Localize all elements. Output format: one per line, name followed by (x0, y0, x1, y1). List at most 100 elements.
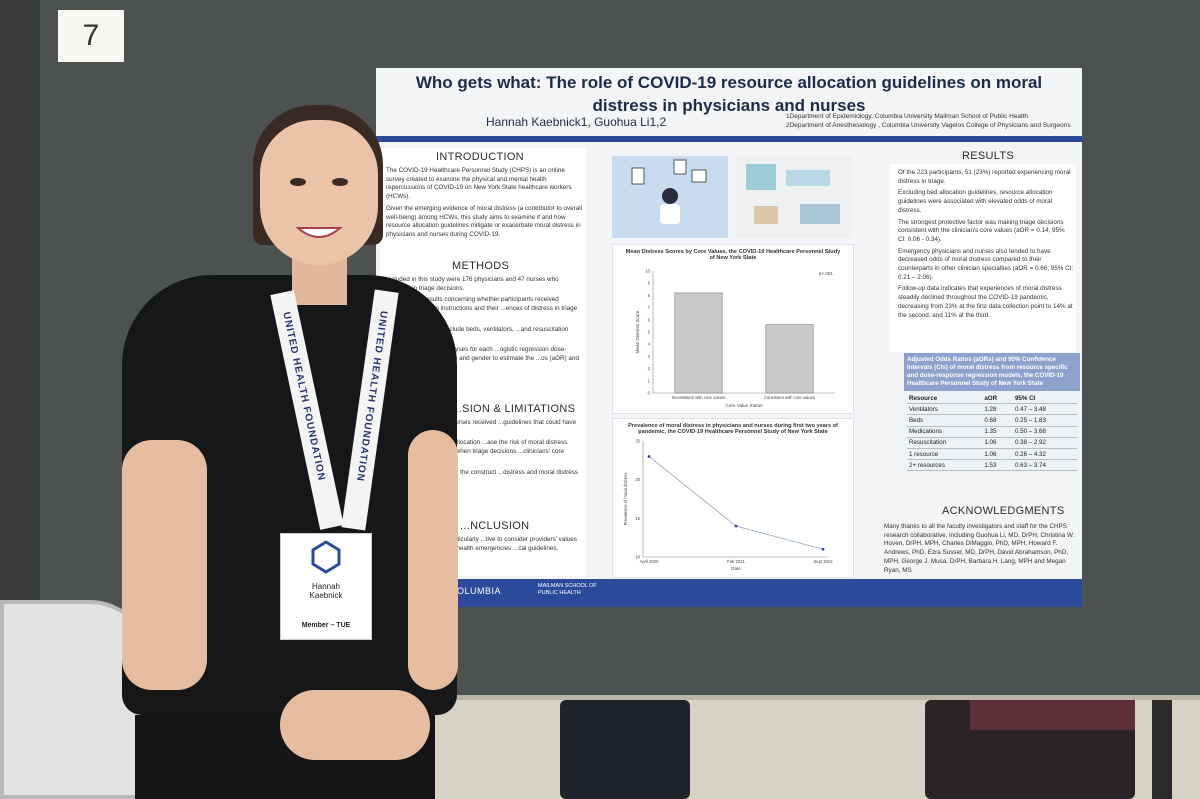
x-tick-label: Feb 2021 (727, 559, 745, 564)
intro-bullet: The COVID-19 Healthcare Personnel Study … (386, 167, 572, 201)
table: Resource aOR 95% CI Ventilators 1.28 0.47 … (907, 393, 1077, 472)
person-right-arm (408, 430, 458, 690)
table-cell: 0.38 – 2.92 (1012, 437, 1077, 449)
table-cell: 1 resource (907, 448, 983, 461)
table-row: 1 resource 1.06 0.26 – 4.32 (907, 448, 1077, 461)
table-cell: 1.35 (982, 426, 1013, 438)
person-face (260, 120, 378, 265)
table-cell: 0.68 (982, 414, 1013, 427)
illustration-art (631, 159, 707, 224)
table-row: Ventilators 1.28 0.47 – 3.48 (907, 403, 1077, 416)
y-tick-label: 4 (648, 342, 651, 347)
y-tick-label: 6 (648, 317, 651, 322)
column-header: 95% CI (1012, 393, 1077, 405)
results-bullet: Emergency physicians and nurses also ten… (898, 247, 1074, 281)
badge-logo-icon (311, 540, 341, 574)
y-tick-label: 20 (635, 477, 640, 482)
y-tick-label: 15 (635, 516, 640, 521)
face-features (290, 178, 348, 238)
table-cell: 0.47 – 3.48 (1012, 403, 1077, 416)
table-caption: Adjusted Odds Ratios (aORs) and 95% Conf… (904, 353, 1080, 391)
y-axis-label: Prevalence of moral distress (623, 473, 628, 526)
table-header-row: Resource aOR 95% CI (907, 393, 1077, 405)
table-cell: Beds (907, 414, 983, 427)
table-cell: 0.25 – 1.83 (1012, 414, 1077, 427)
passerby-legs (560, 700, 690, 799)
table-cell: 1.06 (982, 437, 1013, 449)
affiliation-1: 1Department of Epidemiology, Columbia Un… (786, 113, 1028, 120)
table-row: 2+ resources 1.53 0.63 – 3.74 (907, 459, 1077, 472)
column-header: Resource (907, 393, 983, 405)
y-tick-label: 10 (635, 555, 640, 560)
title-rule (376, 136, 1082, 142)
x-tick-label: Sept 2022 (813, 559, 833, 564)
person-left-arm (122, 440, 207, 690)
results-box (890, 164, 1076, 352)
y-tick-label: 0 (648, 391, 651, 396)
table-cell: Medications (907, 426, 983, 438)
table-row: Beds 0.68 0.25 – 1.83 (907, 414, 1077, 427)
bar-chart-title: Mean Distress Scores by Core Values, the… (625, 249, 841, 261)
board-pole (1152, 700, 1172, 799)
series-line (648, 456, 824, 550)
booth-number-card: 7 (58, 10, 124, 62)
column-header: aOR (982, 393, 1013, 405)
introduction-heading: INTRODUCTION (436, 151, 524, 163)
odds-ratio-table: Adjusted Odds Ratios (aORs) and 95% Conf… (904, 353, 1080, 474)
name-badge: Hannah Kaebnick Member – TUE (280, 533, 372, 640)
y-tick-label: 2 (648, 366, 651, 371)
poster-authors: Hannah Kaebnick1, Guohua Li1,2 (486, 115, 667, 129)
bar (765, 324, 814, 394)
passerby-shirt (970, 700, 1135, 730)
table-cell: Ventilators (907, 403, 983, 416)
x-axis-label: Core Value Status (726, 403, 764, 408)
y-axis-label: Mean Distress Score (635, 310, 640, 353)
results-bullet: The strongest protective factor was maki… (898, 218, 1065, 243)
illustration-hospital-equipment (736, 156, 852, 238)
y-tick-label: 3 (648, 354, 651, 359)
line-chart-panel: Prevalence of moral distress in physicia… (612, 418, 854, 578)
table-row: Medications 1.35 0.50 – 3.68 (907, 426, 1077, 438)
data-point (821, 547, 825, 551)
conclusion-text: ...lth crisis, HCWs are particularly ...… (386, 536, 582, 556)
bar-chart-panel: Mean Distress Scores by Core Values, the… (612, 244, 854, 414)
illustration-person-with-devices (612, 156, 728, 238)
board-frame (0, 0, 40, 700)
p-value-annotation: p<.001 (819, 271, 834, 276)
x-tick-label: April 2020 (640, 559, 660, 564)
line-chart-title: Prevalence of moral distress in physicia… (628, 423, 838, 435)
columbia-logo-text: COLUMBIA (450, 586, 502, 596)
introduction-text: The COVID-19 Healthcare Personnel Study … (386, 167, 582, 243)
acknowledgments-text: Many thanks to all the faculty investiga… (884, 523, 1075, 574)
data-point (647, 455, 651, 458)
line-chart: 10 15 20 25 April 2020 Feb 2021 Sept 2022 Date P… (623, 439, 833, 572)
mailman-logo-text: MAILMAN SCHOOL OF PUBLIC HEALTH (538, 583, 597, 596)
results-heading: RESULTS (962, 150, 1015, 162)
discussion-heading: ...SION & LIMITATIONS (452, 403, 576, 415)
y-tick-label: 1 (648, 378, 651, 383)
bar-chart: 0 1 2 3 4 5 6 7 8 9 10 Inconsistent with core value… (635, 269, 835, 408)
conclusion-heading: ...NCLUSION (460, 520, 530, 532)
y-tick-label: 9 (648, 281, 651, 286)
research-poster: Who gets what: The role of COVID-19 reso… (376, 68, 1082, 607)
intro-bullet: Given the emerging evidence of moral dis… (386, 204, 582, 238)
results-bullet: Excluding bed allocation guidelines, res… (898, 189, 1053, 214)
table-cell: 0.63 – 3.74 (1012, 459, 1077, 472)
methods-heading: METHODS (452, 260, 510, 272)
methods-bullet: Included in this study were 176 physicia… (386, 276, 559, 292)
poster-title: Who gets what: The role of COVID-19 reso… (415, 73, 1043, 115)
y-tick-label: 8 (648, 293, 651, 298)
table-cell: 1.53 (982, 459, 1013, 472)
data-point (734, 524, 738, 528)
table-cell: 1.28 (982, 403, 1013, 416)
x-tick-label: Consistent with core values (764, 395, 815, 400)
results-bullet: Of the 223 participants, 51 (23%) report… (898, 169, 1071, 185)
table-row: Resuscitation 1.06 0.38 – 2.92 (907, 437, 1077, 449)
table-cell: 2+ resources (907, 459, 983, 472)
x-axis-label: Date (731, 566, 741, 571)
acknowledgments-heading: ACKNOWLEDGMENTS (942, 505, 1065, 517)
y-tick-label: 25 (635, 439, 640, 444)
y-tick-label: 5 (648, 330, 651, 335)
y-tick-label: 10 (645, 269, 650, 274)
table-cell: 0.50 – 3.68 (1012, 426, 1077, 438)
